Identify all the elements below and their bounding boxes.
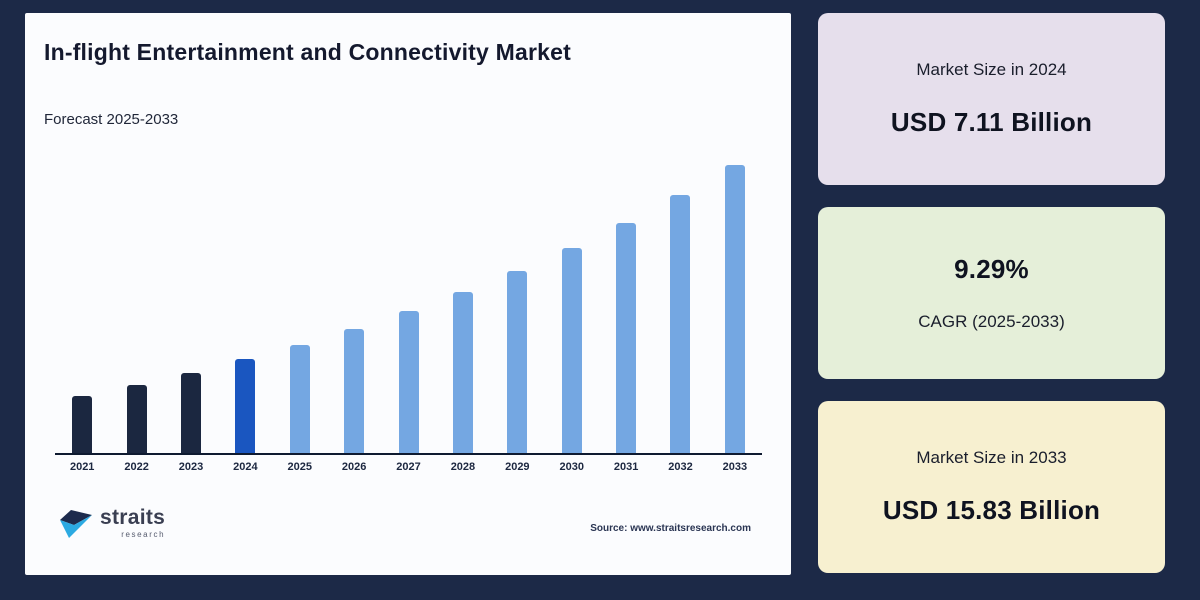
bar-2021: [72, 396, 93, 453]
bar-slot-2023: [164, 153, 218, 453]
source-note: Source: www.straitsresearch.com: [590, 523, 751, 534]
axis-label-2023: 2023: [178, 461, 204, 473]
bar-slot-2026: [327, 153, 381, 453]
logo-subtext: research: [121, 530, 166, 539]
bar-2029: [507, 270, 528, 453]
bar-slot-2031: [599, 153, 653, 453]
axis-label-2030: 2030: [559, 461, 584, 473]
bar-slot-2025: [273, 153, 327, 453]
bar-2027: [398, 310, 419, 453]
market-size-2024-value: USD 7.11 Billion: [890, 107, 1093, 137]
forecast-subtitle: Forecast 2025-2033: [44, 111, 179, 128]
market-size-2033-panel: Market Size in 2033 USD 15.83 Billion: [818, 401, 1165, 573]
market-size-2024-label: Market Size in 2024: [916, 60, 1067, 79]
market-size-2024-panel: Market Size in 2024 USD 7.11 Billion: [818, 13, 1165, 185]
logo-name: straits: [100, 506, 166, 529]
bar-2033: [724, 165, 745, 453]
bar-slot-2028: [436, 153, 490, 453]
axis-label-2022: 2022: [124, 461, 149, 473]
axis-label-2029: 2029: [505, 461, 530, 473]
axis-label-2024: 2024: [233, 461, 258, 473]
logo-text-block: straits research: [100, 507, 165, 539]
bar-slot-2027: [381, 153, 435, 453]
bar-2023: [180, 372, 201, 453]
bar-slot-2021: [55, 153, 109, 453]
cagr-value: 9.29%: [954, 254, 1029, 284]
bar-slot-2024: [218, 153, 272, 453]
axis-label-2021: 2021: [69, 461, 95, 473]
cagr-label: CAGR (2025-2033): [918, 312, 1065, 331]
bar-slot-2032: [653, 153, 707, 453]
bar-slot-2033: [708, 153, 762, 453]
x-axis-line: [55, 453, 762, 455]
cagr-panel: 9.29% CAGR (2025-2033): [818, 207, 1165, 379]
axis-label-2028: 2028: [450, 461, 476, 473]
bar-2026: [344, 328, 365, 453]
axis-label-2031: 2031: [613, 461, 639, 473]
axis-label-2032: 2032: [668, 461, 693, 473]
bar-2030: [561, 247, 582, 453]
bar-slot-2022: [109, 153, 163, 453]
axis-label-2025: 2025: [287, 461, 312, 473]
bar-2028: [452, 291, 473, 453]
bar-slot-2030: [545, 153, 599, 453]
bar-2031: [616, 222, 637, 453]
bar-slot-2029: [490, 153, 544, 453]
bar-2025: [289, 344, 310, 453]
stat-panels: Market Size in 2024 USD 7.11 Billion 9.2…: [818, 13, 1165, 573]
page-title: In-flight Entertainment and Connectivity…: [44, 39, 571, 65]
bar-2022: [126, 385, 147, 453]
market-size-2033-label: Market Size in 2033: [916, 448, 1067, 467]
bar-group: [55, 153, 762, 453]
axis-label-2027: 2027: [396, 461, 421, 473]
straits-research-logo: straits research: [58, 505, 165, 541]
bar-2024: [235, 359, 256, 453]
straits-logo-icon: [60, 510, 92, 538]
bar-2032: [670, 195, 691, 453]
axis-label-2026: 2026: [341, 461, 367, 473]
chart-card: In-flight Entertainment and Connectivity…: [25, 13, 791, 575]
axis-labels: 2021 2022 2023 2024 2025 2026 2027 2028 2029 2030…: [55, 461, 762, 473]
market-size-2033-value: USD 15.83 Billion: [882, 495, 1101, 525]
axis-label-2033: 2033: [722, 461, 748, 473]
